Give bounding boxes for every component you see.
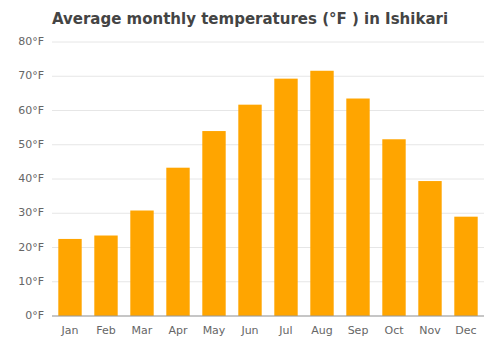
x-tick-label: Feb <box>96 324 115 337</box>
y-tick-label: 60°F <box>18 104 44 117</box>
y-tick-label: 0°F <box>25 309 44 322</box>
y-tick-label: 40°F <box>18 172 44 185</box>
bar <box>382 139 405 316</box>
bar <box>454 217 477 316</box>
grid-line <box>52 144 484 145</box>
bars <box>58 71 477 316</box>
y-tick-label: 20°F <box>18 241 44 254</box>
grid-line <box>52 179 484 180</box>
x-tick-label: Nov <box>419 324 441 337</box>
x-tick-label: May <box>203 324 226 337</box>
bar <box>130 211 153 316</box>
x-axis: Jan Feb Mar Apr May Jun Jul Aug Sep Oct Nov Dec <box>52 316 484 337</box>
bar <box>346 99 369 316</box>
x-tick-label: Apr <box>168 324 188 337</box>
chart-title: Average monthly temperatures (°F ) in Is… <box>52 10 448 28</box>
bar <box>166 168 189 316</box>
grid-line <box>52 110 484 111</box>
x-tick-label: Mar <box>132 324 153 337</box>
x-tick-label: Oct <box>384 324 404 337</box>
x-tick-label: Jan <box>61 324 79 337</box>
bar <box>274 79 297 316</box>
bar <box>310 71 333 316</box>
y-tick-label: 30°F <box>18 206 44 219</box>
x-tick-label: Sep <box>348 324 369 337</box>
x-tick-label: Jul <box>278 324 292 337</box>
x-tick-label: Jun <box>240 324 258 337</box>
bar <box>202 131 225 316</box>
grid-line <box>52 76 484 77</box>
grid-line <box>52 316 484 317</box>
bar <box>238 105 261 316</box>
x-axis-line <box>52 316 484 317</box>
y-tick-label: 70°F <box>18 69 44 82</box>
x-tick-label: Dec <box>455 324 476 337</box>
page: {"chart_data": {"type": "bar", "title": … <box>0 0 500 350</box>
bar <box>58 239 81 316</box>
chart-container: Average monthly temperatures (°F ) in Is… <box>0 0 500 350</box>
grid-line <box>52 42 484 43</box>
bar <box>94 236 117 316</box>
y-tick-label: 10°F <box>18 275 44 288</box>
y-tick-label: 80°F <box>18 35 44 48</box>
y-tick-label: 50°F <box>18 138 44 151</box>
chart-svg: Average monthly temperatures (°F ) in Is… <box>0 0 500 350</box>
x-tick-label: Aug <box>311 324 332 337</box>
y-axis: 0°F 10°F 20°F 30°F 40°F 50°F 60°F 70°F 80°F <box>18 35 484 322</box>
bar <box>418 181 441 316</box>
